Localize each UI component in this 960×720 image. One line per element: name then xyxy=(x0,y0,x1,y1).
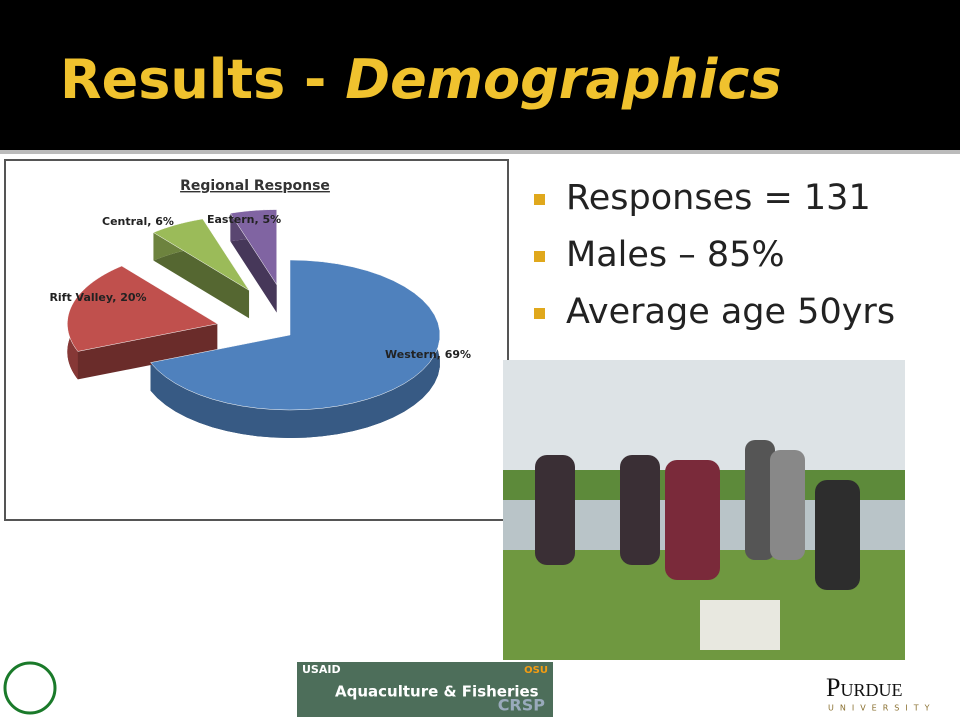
photo xyxy=(503,360,905,660)
title-plain: Results - xyxy=(60,48,327,111)
bullet: Average age 50yrs xyxy=(532,284,895,341)
slice xyxy=(150,259,441,411)
slice-side xyxy=(153,218,250,319)
bullet: Males – 85% xyxy=(532,227,895,284)
data-label: Eastern, 5% xyxy=(207,213,281,226)
slice xyxy=(229,209,277,286)
data-label: Central, 6% xyxy=(102,215,174,228)
data-label: Western, 69% xyxy=(385,348,471,361)
title-emphasis: Demographics xyxy=(345,48,782,111)
usaid-text: USAID xyxy=(302,663,341,676)
footer-logos: USAID OSU Aquaculture & Fisheries CRSP P… xyxy=(3,661,936,717)
slice-side xyxy=(230,209,277,313)
crsp-text: CRSP xyxy=(498,696,546,715)
bullet-list: Responses = 131 Males – 85% Average age … xyxy=(532,170,895,341)
purdue-text: Purdue xyxy=(826,673,902,702)
osu-text: OSU xyxy=(524,665,548,676)
data-label: Rift Valley, 20% xyxy=(49,291,146,304)
bullet: Responses = 131 xyxy=(532,170,895,227)
header: Results - Demographics xyxy=(0,0,960,154)
slide-title: Results - Demographics xyxy=(60,48,782,111)
program-text: Aquaculture & Fisheries xyxy=(335,683,539,701)
slice xyxy=(152,218,250,291)
university-text: UNIVERSITY xyxy=(828,704,936,713)
photo-people xyxy=(535,440,860,590)
pie: Western, 69% Rift Valley, 20% Central, 6% E… xyxy=(49,209,471,438)
photo-tank xyxy=(700,600,780,650)
crsp-logo xyxy=(297,662,553,717)
chart-title: Regional Response xyxy=(180,178,330,194)
slice xyxy=(67,265,219,352)
moi-logo xyxy=(3,661,57,715)
